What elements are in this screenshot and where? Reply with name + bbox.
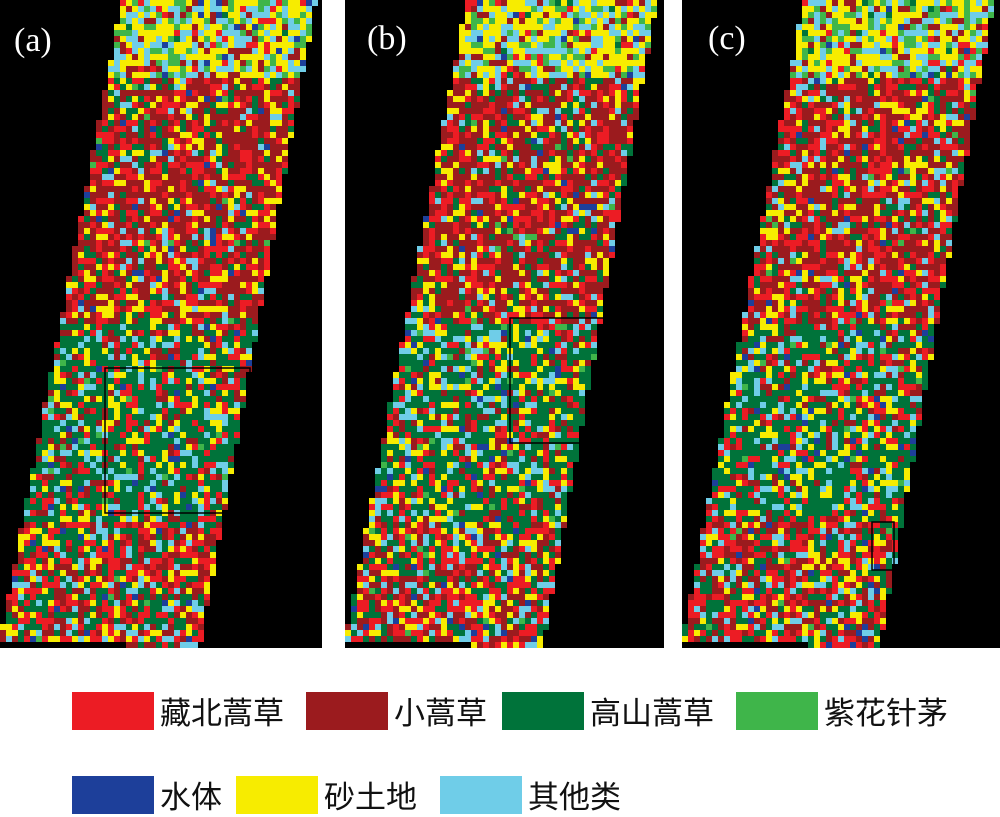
- map-panel-b: (b): [345, 0, 664, 648]
- legend-label: 藏北蒿草: [160, 696, 284, 732]
- classification-map-c: [682, 0, 994, 648]
- panel-label-a: (a): [14, 22, 52, 59]
- legend-swatch: [306, 691, 388, 730]
- panel-label-b: (b): [367, 20, 407, 57]
- legend-label: 砂土地: [324, 780, 417, 816]
- legend-swatch: [72, 691, 154, 730]
- legend-swatch: [236, 775, 318, 814]
- land-cover-cells: [345, 0, 657, 648]
- classification-map-a: [0, 0, 318, 648]
- legend-swatch: [440, 775, 522, 814]
- land-cover-cells: [0, 0, 318, 648]
- legend-swatch: [72, 775, 154, 814]
- legend-label: 其他类: [528, 780, 621, 816]
- legend-item-stipa-purpurea: 紫花针茅: [736, 688, 948, 733]
- legend-label: 紫花针茅: [824, 696, 948, 732]
- map-panel-a: (a): [0, 0, 322, 648]
- highlight-box: [104, 367, 251, 514]
- map-panel-c: (c): [682, 0, 1000, 648]
- legend-item-other: 其他类: [440, 772, 621, 817]
- legend-item-small-kobresia: 小蒿草: [306, 688, 487, 733]
- legend-label: 高山蒿草: [590, 696, 714, 732]
- legend-label: 小蒿草: [394, 696, 487, 732]
- highlight-box: [871, 521, 895, 571]
- legend-label: 水体: [160, 780, 222, 816]
- panel-label-c: (c): [708, 20, 746, 57]
- legend-item-alpine-kobresia: 高山蒿草: [502, 688, 714, 733]
- legend-swatch: [736, 691, 818, 730]
- legend-item-zangbei-kobresia: 藏北蒿草: [72, 688, 284, 733]
- classification-map-b: [345, 0, 657, 648]
- highlight-box: [509, 317, 606, 444]
- legend-item-sandy-land: 砂土地: [236, 772, 417, 817]
- map-legend: 藏北蒿草 小蒿草 高山蒿草 紫花针茅 水体 砂土地 其他类: [0, 660, 1000, 816]
- land-cover-cells: [682, 0, 994, 648]
- legend-item-water: 水体: [72, 772, 222, 817]
- legend-swatch: [502, 691, 584, 730]
